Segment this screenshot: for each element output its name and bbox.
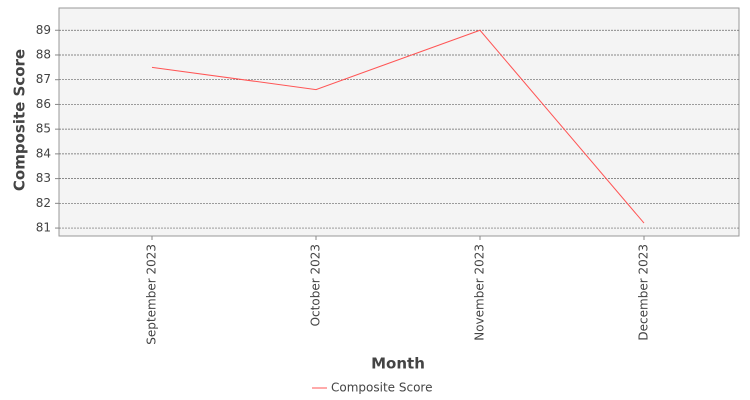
y-tick-label: 88 (36, 47, 51, 61)
y-tick-label: 89 (36, 23, 51, 37)
x-tick-label: December 2023 (637, 244, 651, 341)
y-tick-label: 86 (36, 97, 51, 111)
plot-area (58, 7, 740, 237)
x-tick-label: October 2023 (309, 244, 323, 326)
y-tick-label: 83 (36, 171, 51, 185)
y-tick-label: 82 (36, 196, 51, 210)
y-axis-title: Composite Score (11, 49, 29, 191)
y-tick-label: 85 (36, 122, 51, 136)
y-tick-label: 87 (36, 72, 51, 86)
y-tick-label: 84 (36, 146, 51, 160)
y-tick-label: 81 (36, 221, 51, 235)
x-tick-label: November 2023 (473, 244, 487, 341)
x-tick-label: September 2023 (145, 244, 159, 345)
series-line (151, 29, 645, 224)
legend-label: Composite Score (331, 381, 432, 395)
x-axis-title: Month (371, 355, 425, 373)
